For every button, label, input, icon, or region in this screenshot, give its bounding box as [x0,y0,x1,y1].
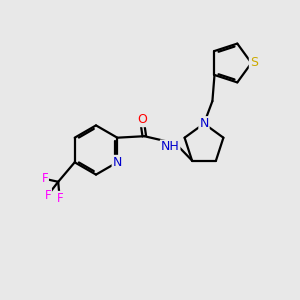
Text: N: N [199,117,209,130]
Text: F: F [56,192,63,205]
Text: F: F [44,189,51,202]
Text: F: F [41,172,48,185]
Text: S: S [250,56,258,70]
Text: N: N [112,156,122,169]
Text: O: O [137,113,147,126]
Text: NH: NH [161,140,179,154]
